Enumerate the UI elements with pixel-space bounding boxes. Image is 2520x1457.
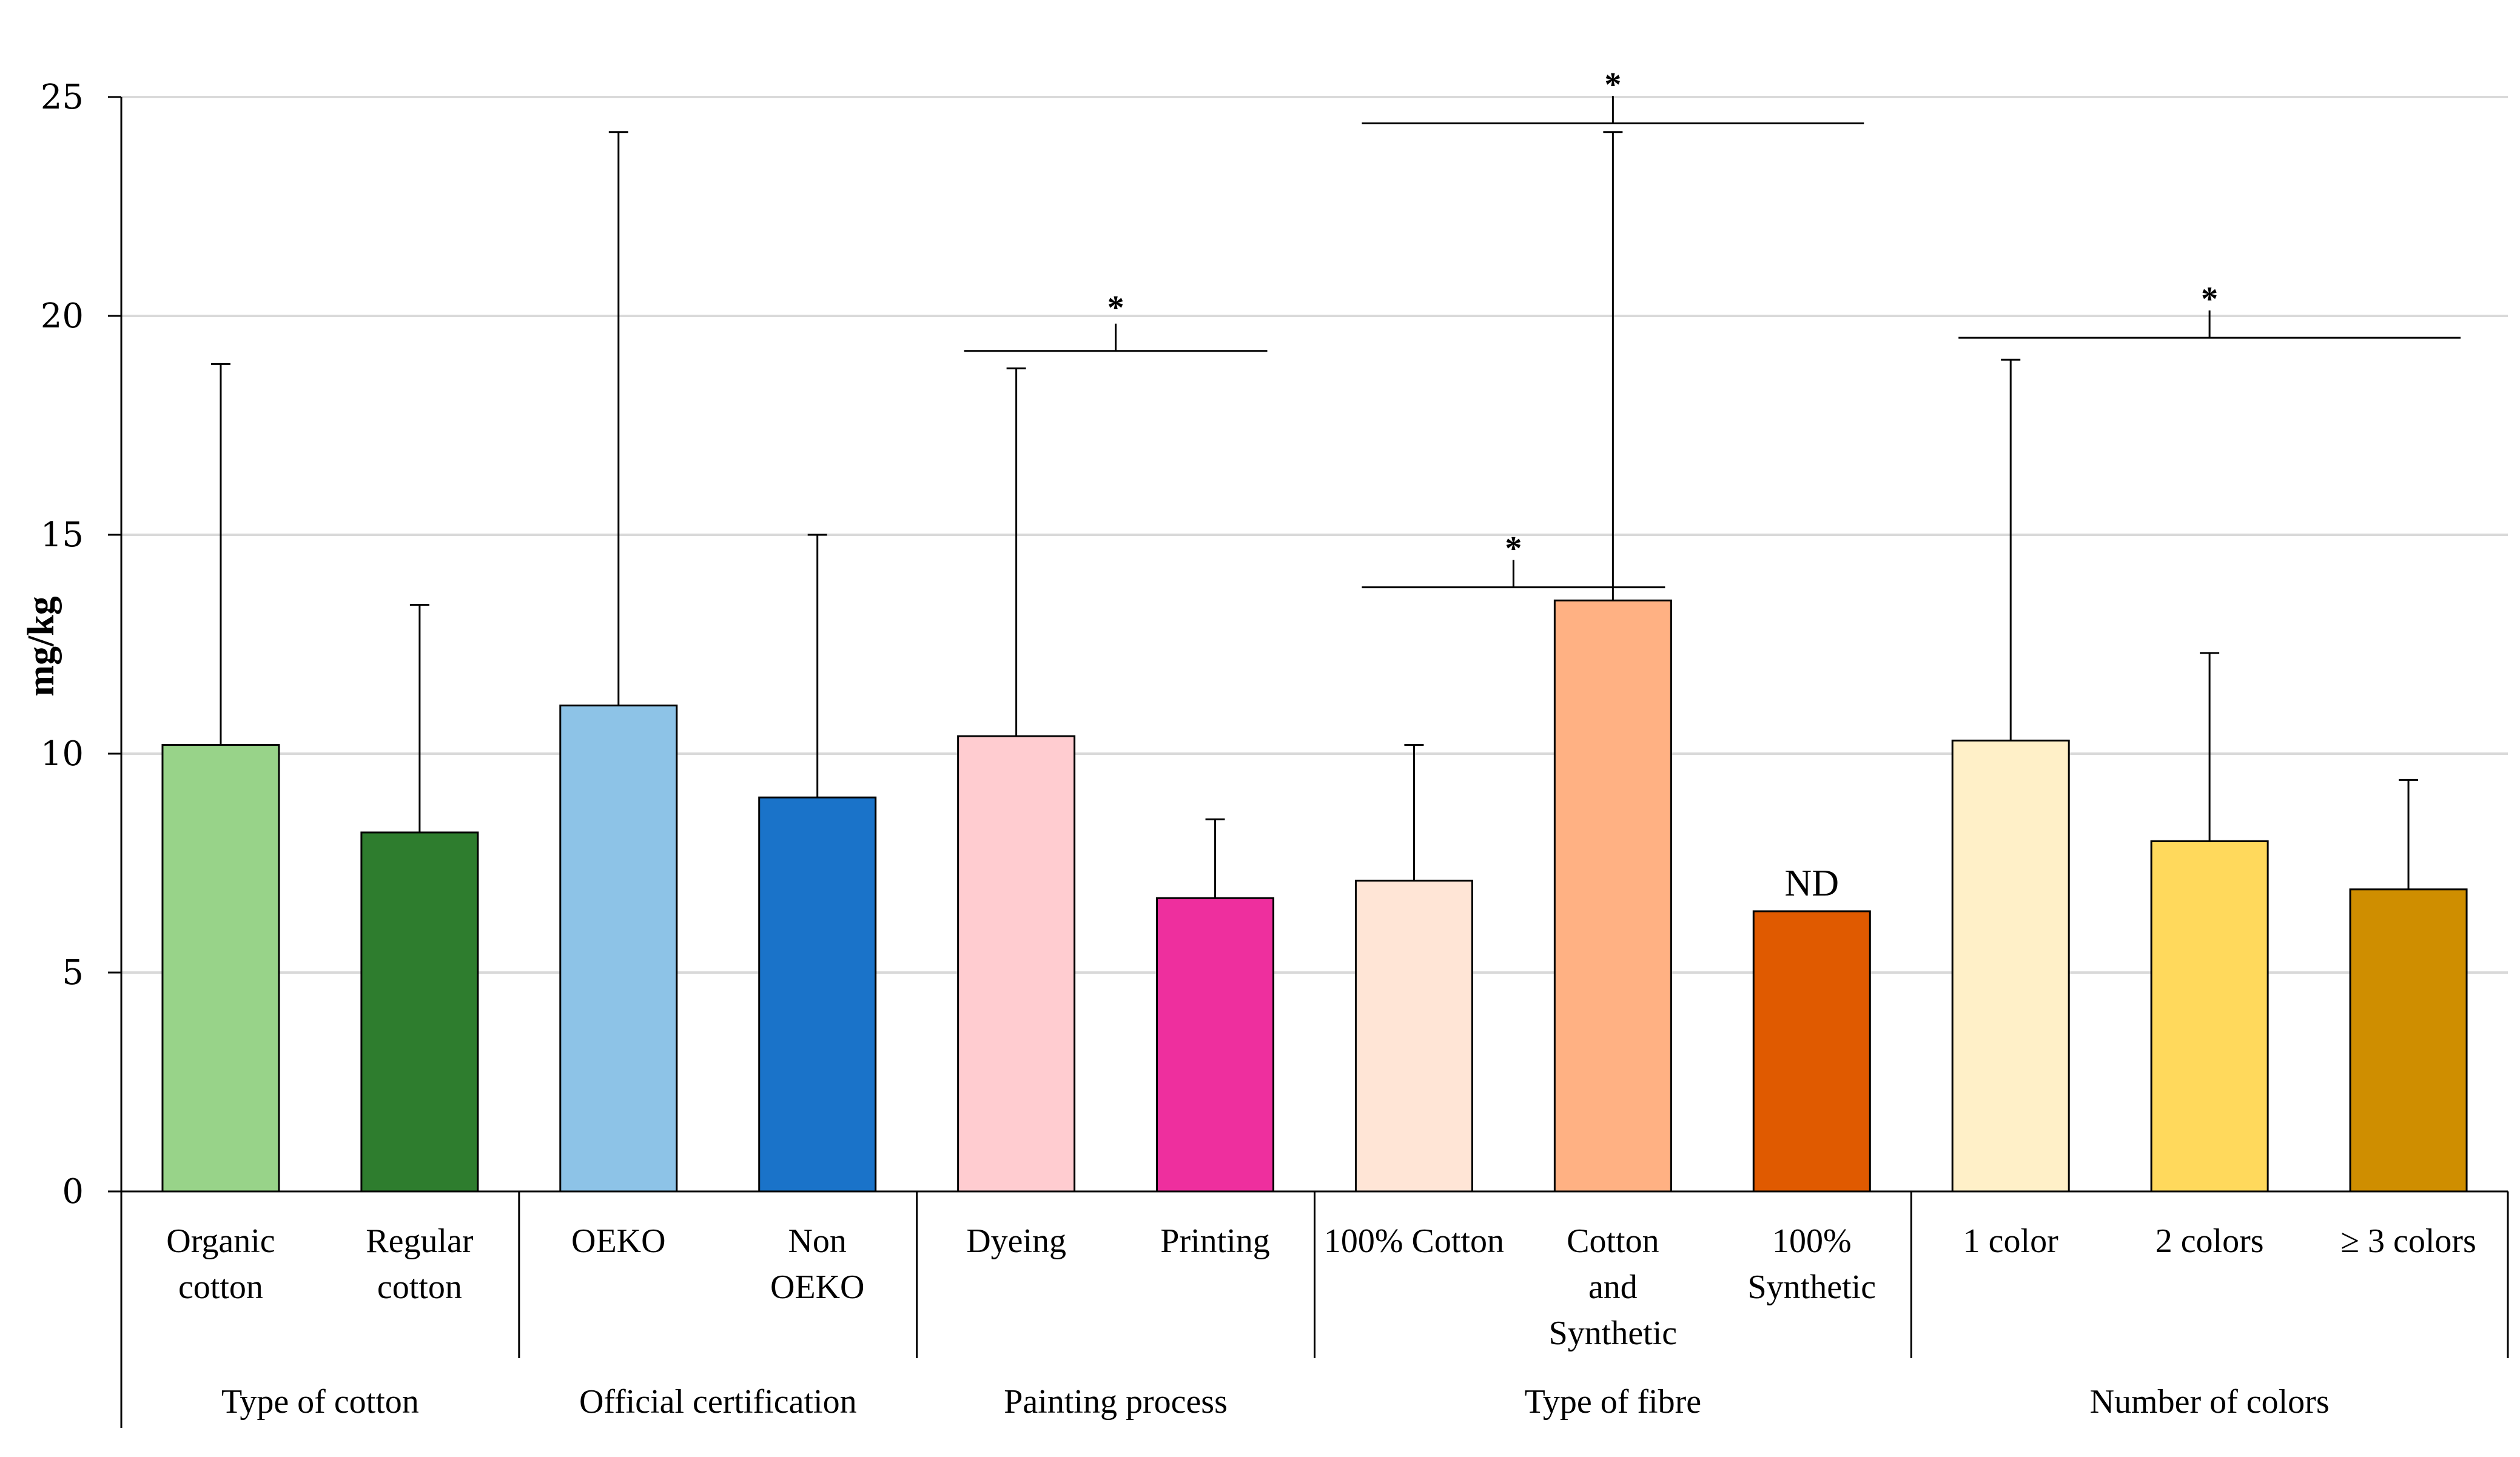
- bar: [559, 705, 678, 1193]
- significance-marker: *: [2201, 281, 2218, 318]
- y-tick-label: 15: [41, 515, 84, 555]
- group-label: Type of cotton: [221, 1383, 419, 1421]
- gridlines: [121, 96, 2508, 974]
- category-label: Cotton and Synthetic: [1549, 1222, 1678, 1352]
- category-label: Organic cotton: [166, 1222, 275, 1306]
- bar: [1156, 897, 1275, 1193]
- significance-marker: *: [1107, 289, 1124, 327]
- bar: [758, 796, 877, 1193]
- bar: [1553, 599, 1672, 1193]
- y-tick-label: 10: [41, 734, 84, 774]
- axes: [108, 96, 2509, 1428]
- category-label: 2 colors: [2155, 1222, 2264, 1260]
- category-label: ≥ 3 colors: [2340, 1222, 2476, 1260]
- significance-markers: * * * *: [964, 66, 2461, 589]
- bar: [957, 735, 1076, 1193]
- bar: [1951, 739, 2070, 1193]
- bar: [161, 744, 280, 1193]
- category-label: Non OEKO: [770, 1222, 865, 1306]
- y-tick-label: 5: [62, 953, 84, 993]
- group-label: Type of fibre: [1525, 1383, 1702, 1421]
- group-label: Official certification: [579, 1383, 857, 1421]
- category-label: Regular cotton: [366, 1222, 474, 1306]
- bar: [360, 831, 479, 1193]
- group-label: Painting process: [1004, 1383, 1228, 1421]
- bar: [1752, 910, 1871, 1193]
- group-label: Number of colors: [2090, 1383, 2330, 1421]
- significance-marker: *: [1505, 530, 1522, 568]
- category-label: 100% Synthetic: [1748, 1222, 1877, 1306]
- category-label: 1 color: [1963, 1222, 2058, 1260]
- category-label: Printing: [1160, 1222, 1269, 1260]
- category-label: OEKO: [571, 1222, 666, 1260]
- bar: [2349, 888, 2468, 1193]
- y-tick-label: 0: [62, 1172, 84, 1211]
- bars: [161, 599, 2468, 1193]
- y-axis-label: mg/kg: [21, 596, 62, 696]
- labels: 0 5 10 15 20 25 Organic cotton Regular cotton Type…: [41, 78, 2476, 1421]
- y-tick-label: 25: [41, 78, 84, 117]
- category-label: 100% Cotton: [1324, 1222, 1504, 1260]
- significance-marker: *: [1604, 66, 1621, 104]
- y-tick-label: 20: [41, 296, 84, 336]
- nd-label: ND: [1785, 863, 1840, 904]
- error-bars: [210, 131, 2419, 899]
- bar: [1354, 879, 1473, 1193]
- category-label: Dyeing: [966, 1222, 1066, 1260]
- bar: [2150, 840, 2269, 1193]
